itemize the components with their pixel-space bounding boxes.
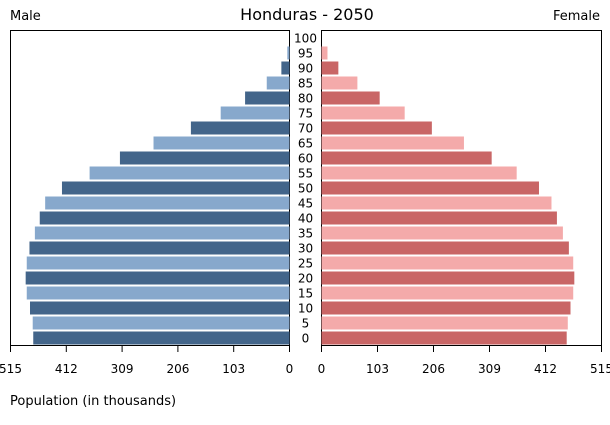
age-label-50: 50 — [298, 182, 313, 196]
age-label-60: 60 — [298, 152, 313, 166]
male-tick-label: 515 — [0, 362, 22, 376]
male-bar-age-65 — [153, 136, 290, 150]
male-bar-age-80 — [245, 91, 290, 105]
male-bar-age-35 — [34, 226, 290, 240]
female-bar-age-50 — [321, 181, 539, 195]
female-bar-age-85 — [321, 76, 358, 90]
male-bar-age-40 — [39, 211, 290, 225]
male-bar-age-70 — [190, 121, 290, 135]
male-tick-label: 309 — [111, 362, 134, 376]
male-bar-age-10 — [30, 301, 290, 315]
female-bar-age-80 — [321, 91, 380, 105]
female-axis-ticks: 515 412 309 206 103 0 — [318, 345, 610, 376]
male-bar-age-30 — [29, 241, 290, 255]
age-label-85: 85 — [298, 77, 313, 91]
female-tick-label: 103 — [366, 362, 389, 376]
male-axis-ticks: 515 412 309 206 103 0 — [0, 345, 293, 376]
male-tick-label: 103 — [222, 362, 245, 376]
age-label-35: 35 — [298, 227, 313, 241]
female-bar-age-0 — [321, 331, 567, 345]
age-labels: 0510152025303540455055606570758085909510… — [294, 32, 317, 346]
male-bar-age-20 — [25, 271, 290, 285]
female-bar-age-5 — [321, 316, 568, 330]
age-label-20: 20 — [298, 272, 313, 286]
male-bars — [25, 46, 290, 345]
age-label-40: 40 — [298, 212, 313, 226]
female-bar-age-40 — [321, 211, 557, 225]
male-bar-age-50 — [61, 181, 290, 195]
female-bar-age-15 — [321, 286, 574, 300]
age-label-30: 30 — [298, 242, 313, 256]
age-label-100: 100 — [294, 32, 317, 46]
male-bar-age-15 — [26, 286, 290, 300]
female-bar-age-10 — [321, 301, 571, 315]
female-tick-label: 309 — [478, 362, 501, 376]
age-label-75: 75 — [298, 107, 313, 121]
age-label-65: 65 — [298, 137, 313, 151]
x-axis-label: Population (in thousands) — [10, 394, 176, 409]
male-tick-label: 206 — [166, 362, 189, 376]
age-label-0: 0 — [302, 332, 310, 346]
female-bar-age-25 — [321, 256, 574, 270]
female-tick-label: 206 — [422, 362, 445, 376]
female-bar-age-20 — [321, 271, 575, 285]
female-bar-age-60 — [321, 151, 492, 165]
female-bar-age-45 — [321, 196, 552, 210]
male-bar-age-60 — [119, 151, 290, 165]
age-label-80: 80 — [298, 92, 313, 106]
female-tick-label: 515 — [590, 362, 610, 376]
age-label-55: 55 — [298, 167, 313, 181]
male-label: Male — [10, 9, 41, 24]
male-bar-age-5 — [32, 316, 290, 330]
age-label-95: 95 — [298, 47, 313, 61]
female-bars — [321, 46, 575, 345]
age-label-45: 45 — [298, 197, 313, 211]
age-label-70: 70 — [298, 122, 313, 136]
female-bar-age-55 — [321, 166, 517, 180]
age-label-5: 5 — [302, 317, 310, 331]
female-bar-age-70 — [321, 121, 432, 135]
male-bar-age-55 — [89, 166, 290, 180]
female-bar-age-65 — [321, 136, 464, 150]
female-bar-age-30 — [321, 241, 569, 255]
female-bar-age-35 — [321, 226, 563, 240]
age-label-25: 25 — [298, 257, 313, 271]
female-tick-label: 412 — [534, 362, 557, 376]
male-bar-age-45 — [45, 196, 290, 210]
female-bar-age-90 — [321, 61, 339, 75]
female-tick-label: 0 — [318, 362, 326, 376]
male-bar-age-25 — [26, 256, 290, 270]
male-tick-label: 0 — [286, 362, 294, 376]
male-bar-age-0 — [33, 331, 290, 345]
male-bar-age-75 — [220, 106, 290, 120]
age-label-10: 10 — [298, 302, 313, 316]
male-bar-age-90 — [281, 61, 290, 75]
female-bar-age-95 — [321, 46, 328, 60]
male-bar-age-85 — [266, 76, 290, 90]
female-label: Female — [553, 9, 600, 24]
female-bar-age-75 — [321, 106, 405, 120]
age-label-90: 90 — [298, 62, 313, 76]
male-bar-age-95 — [287, 46, 290, 60]
chart-title: Honduras - 2050 — [240, 5, 374, 24]
male-tick-label: 412 — [55, 362, 78, 376]
age-label-15: 15 — [298, 287, 313, 301]
